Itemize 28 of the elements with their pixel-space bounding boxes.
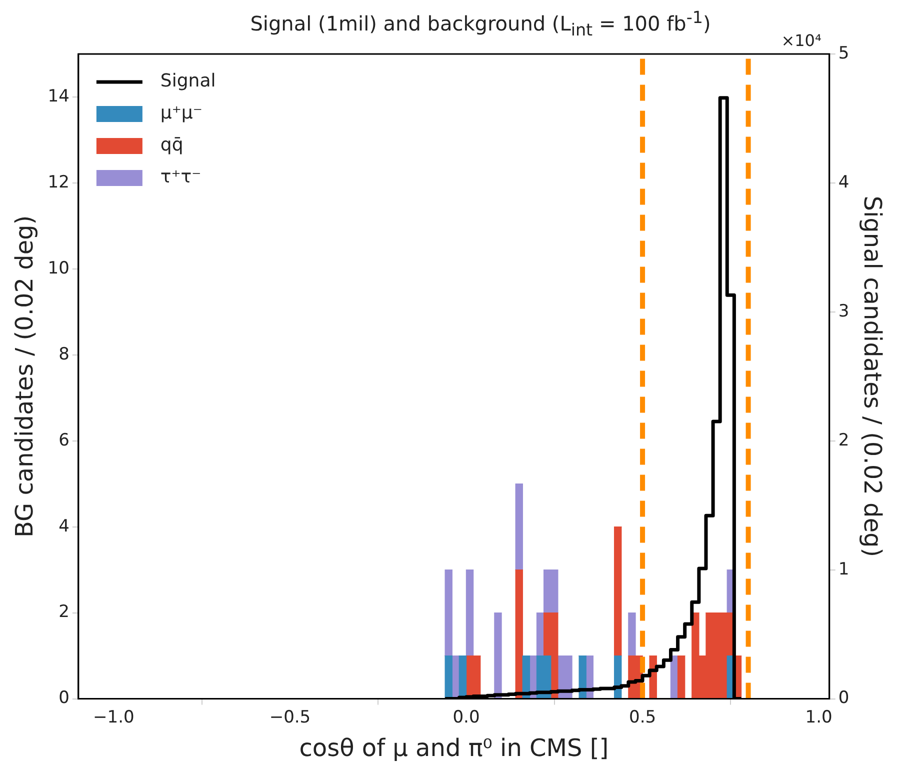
y-tick-label: 6 bbox=[58, 430, 70, 450]
x-tick-label: 0.0 bbox=[452, 707, 480, 728]
x-tick-label: 0.5 bbox=[629, 707, 656, 728]
y2-tick-label: 2 bbox=[838, 430, 850, 450]
y-tick-label: 14 bbox=[48, 86, 70, 106]
x-tick-label: −1.0 bbox=[93, 707, 134, 728]
y2-tick-label: 0 bbox=[838, 688, 850, 708]
chart-title: Signal (1mil) and background (L$_{int}$ = 100 fb$^{-1}$) bbox=[249, 8, 712, 40]
legend-label: μ⁺μ⁻ bbox=[160, 102, 202, 124]
y2-tick-label: 5 bbox=[838, 43, 850, 64]
x-tick-label: 1.0 bbox=[805, 707, 832, 728]
y-tick-label: 10 bbox=[48, 258, 70, 278]
y-axis-title: BG candidates / (0.02 deg) bbox=[10, 215, 39, 538]
text: ×10⁴ bbox=[781, 31, 822, 50]
x-tick-label: −0.5 bbox=[269, 707, 311, 728]
legend-label: τ⁺τ⁻ bbox=[160, 166, 202, 188]
x-axis-title: cosθ of μ and π⁰ in CMS [] bbox=[299, 734, 609, 762]
y2-axis-title: Signal candidates / (0.02 deg) bbox=[858, 196, 886, 558]
y-tick-label: 4 bbox=[58, 516, 70, 536]
legend-label: qq̄ bbox=[160, 134, 184, 156]
legend-label: Signal bbox=[160, 70, 216, 92]
y-tick-label: 12 bbox=[48, 172, 70, 192]
y2-tick-label: 4 bbox=[838, 172, 850, 192]
y-tick-label: 0 bbox=[58, 688, 70, 708]
y-tick-label: 8 bbox=[58, 344, 70, 364]
y-tick-label: 2 bbox=[58, 602, 70, 622]
y2-tick-label: 3 bbox=[838, 301, 850, 322]
y2-tick-label: 1 bbox=[838, 559, 850, 580]
